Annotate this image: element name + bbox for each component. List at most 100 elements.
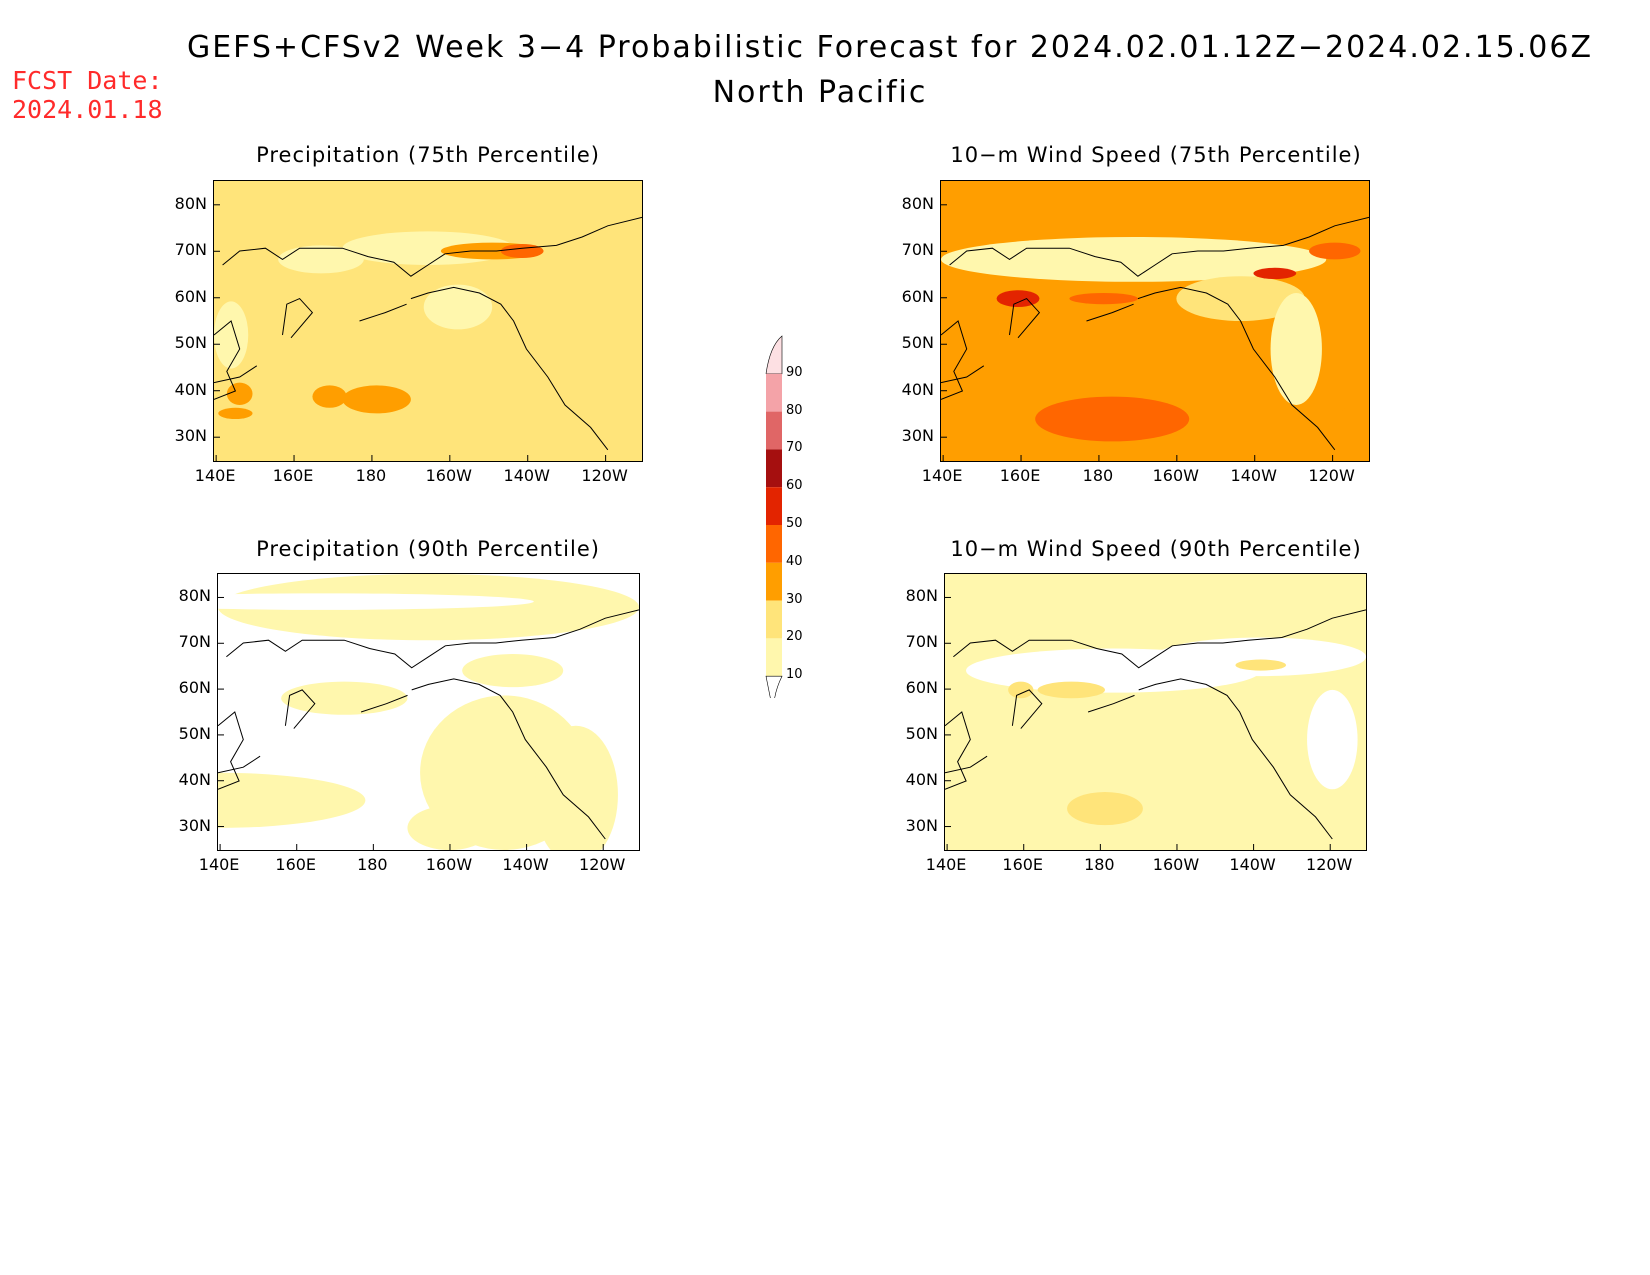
coastline <box>359 303 407 322</box>
probability-contour-region <box>342 385 411 414</box>
colorbar-label: 10 <box>786 667 803 683</box>
lat-tick-label: 60N <box>901 286 934 306</box>
colorbar-swatch <box>766 449 782 488</box>
colorbar-label: 40 <box>786 553 803 569</box>
lat-tick-label: 80N <box>901 193 934 213</box>
lon-tick-label: 120W <box>579 855 626 874</box>
coastline <box>226 609 639 669</box>
colorbar-swatch <box>766 600 782 639</box>
lon-tick-label: 160E <box>1002 855 1044 874</box>
lon-tick-label: 120W <box>1306 855 1353 874</box>
lon-tick-label: 140W <box>1229 855 1276 874</box>
lat-tick-label: 50N <box>901 333 934 353</box>
colorbar-label: 20 <box>786 629 803 645</box>
coastline <box>1009 297 1041 339</box>
lat-tick-label: 30N <box>905 815 938 835</box>
probability-contour-region <box>533 725 618 850</box>
coastline <box>218 755 261 774</box>
lon-tick-label: 180 <box>1082 466 1114 485</box>
coastline <box>214 365 258 384</box>
probability-contour-region <box>214 301 249 369</box>
probability-contour-region <box>218 772 366 828</box>
coastline <box>941 365 985 384</box>
colorbar-swatch <box>766 373 782 412</box>
lon-tick-label: 140W <box>503 466 550 485</box>
lat-tick-label: 80N <box>174 193 207 213</box>
colorbar-label: 50 <box>786 516 803 531</box>
coastline <box>1011 689 1043 729</box>
lon-tick-label: 160E <box>999 466 1041 485</box>
probability-contour-region <box>1307 689 1358 790</box>
probability-contour-region <box>1037 681 1105 699</box>
coastline <box>218 711 244 790</box>
probability-contour-region <box>1008 681 1034 699</box>
probability-contour-region <box>278 245 364 274</box>
colorbar-swatch <box>766 562 782 601</box>
panel-title-wind90: 10−m Wind Speed (90th Percentile) <box>950 537 1362 561</box>
coastline <box>282 297 314 339</box>
coastline <box>411 678 606 840</box>
lon-tick-label: 140E <box>198 855 240 874</box>
lon-tick-label: 160W <box>425 466 472 485</box>
probability-contour-region <box>218 407 253 419</box>
page-title: GEFS+CFSv2 Week 3−4 Probabilistic Foreca… <box>186 30 1594 65</box>
coastline <box>949 216 1369 277</box>
lat-tick-label: 40N <box>905 769 938 789</box>
probability-contour-region <box>423 284 493 330</box>
coastline <box>1138 678 1333 840</box>
map-background <box>214 181 642 461</box>
panel-title-precip90: Precipitation (90th Percentile) <box>256 537 600 561</box>
coastline <box>214 320 241 400</box>
page-subtitle: North Pacific <box>712 75 928 110</box>
lat-tick-label: 60N <box>905 678 938 698</box>
probability-contour-region <box>1067 792 1143 826</box>
colorbar-swatch <box>766 525 782 563</box>
coastline <box>1086 303 1134 322</box>
probability-contour-region <box>996 290 1040 307</box>
lat-tick-label: 70N <box>905 632 938 652</box>
lon-tick-label: 120W <box>1308 466 1355 485</box>
lon-tick-label: 140E <box>921 466 963 485</box>
colorbar: 90 80 70 60 50 40 30 20 10 <box>764 318 824 717</box>
panel-title-wind75: 10−m Wind Speed (75th Percentile) <box>950 143 1362 167</box>
coastline <box>953 609 1366 669</box>
lon-tick-label: 160W <box>1152 855 1200 874</box>
colorbar-top-arrow <box>765 335 783 375</box>
lat-tick-label: 30N <box>178 815 211 835</box>
map-background <box>945 574 1366 850</box>
probability-contour-region <box>1176 276 1305 321</box>
probability-contour-region <box>462 654 564 688</box>
lat-tick-label: 60N <box>178 678 211 698</box>
probability-contour-region <box>941 377 971 433</box>
lon-tick-label: 120W <box>581 466 628 485</box>
probability-contour-region <box>226 382 253 405</box>
lat-tick-label: 40N <box>174 379 207 399</box>
colorbar-label: 90 <box>786 364 803 380</box>
coastline <box>945 755 988 774</box>
coastline <box>284 689 316 729</box>
lat-tick-label: 30N <box>901 426 934 446</box>
coastline <box>410 286 609 451</box>
colorbar-label: 70 <box>786 440 803 456</box>
lon-tick-label: 160W <box>1152 466 1199 485</box>
lon-tick-label: 140E <box>194 466 236 485</box>
probability-contour-region <box>1334 405 1369 450</box>
lat-tick-label: 60N <box>174 286 207 306</box>
fcst-date-block: FCST Date: 2024.01.18 <box>12 66 163 124</box>
fcst-date-label: FCST Date: <box>12 66 163 95</box>
map-wind-speed-75th <box>940 180 1370 462</box>
probability-contour-region <box>312 385 347 408</box>
probability-contour-region <box>1155 637 1366 677</box>
lat-tick-label: 70N <box>174 240 207 260</box>
lon-tick-label: 160E <box>275 855 317 874</box>
colorbar-swatch <box>766 487 782 525</box>
coastline <box>360 694 408 713</box>
map-wind-speed-90th <box>944 573 1367 851</box>
lat-tick-label: 80N <box>905 586 938 606</box>
probability-contour-region <box>1253 267 1297 279</box>
map-precipitation-75th <box>213 180 643 462</box>
lat-tick-label: 30N <box>174 426 207 446</box>
coastline <box>1137 286 1336 451</box>
lon-tick-label: 160W <box>425 855 473 874</box>
lon-tick-label: 140E <box>925 855 967 874</box>
